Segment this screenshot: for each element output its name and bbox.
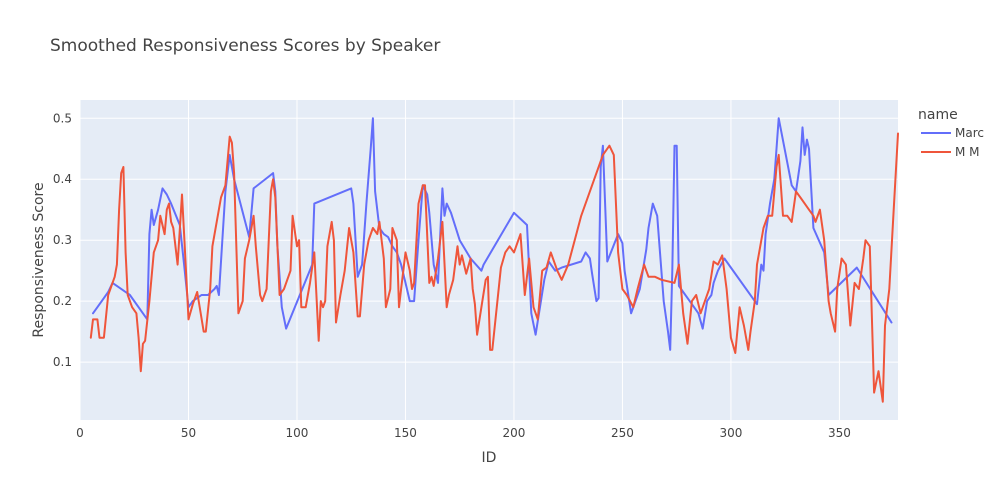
- series-layer: [89, 117, 899, 403]
- y-axis-ticks: 0.1 0.2 0.3 0.4 0.5: [53, 111, 72, 369]
- x-tick-label: 350: [828, 426, 851, 440]
- x-tick-label: 100: [286, 426, 309, 440]
- chart-title: Smoothed Responsiveness Scores by Speake…: [50, 36, 440, 56]
- x-tick-label: 200: [502, 426, 525, 440]
- x-tick-label: 250: [611, 426, 634, 440]
- x-tick-label: 300: [719, 426, 742, 440]
- legend-label-m-m: M M: [955, 145, 980, 159]
- x-tick-label: 50: [181, 426, 196, 440]
- x-axis-title: ID: [482, 450, 497, 466]
- legend-label-marc: Marc: [955, 126, 984, 140]
- y-tick-label: 0.3: [53, 233, 72, 247]
- legend-title: name: [918, 107, 958, 123]
- x-axis-ticks: 0 50 100 150 200 250 300 350: [76, 426, 851, 440]
- y-tick-label: 0.1: [53, 355, 72, 369]
- y-gridlines: [80, 117, 898, 363]
- y-tick-label: 0.5: [53, 111, 72, 125]
- plot-area: [80, 100, 898, 420]
- x-tick-label: 0: [76, 426, 84, 440]
- legend-item-marc[interactable]: Marc: [921, 126, 984, 140]
- series-line-m-m: [89, 132, 899, 403]
- y-axis-title: Responsiveness Score: [31, 182, 47, 337]
- legend-item-m-m[interactable]: M M: [921, 145, 980, 159]
- legend: name Marc M M: [918, 107, 984, 159]
- y-tick-label: 0.2: [53, 294, 72, 308]
- series-line-marc: [92, 117, 893, 351]
- x-tick-label: 150: [394, 426, 417, 440]
- y-tick-label: 0.4: [53, 172, 72, 186]
